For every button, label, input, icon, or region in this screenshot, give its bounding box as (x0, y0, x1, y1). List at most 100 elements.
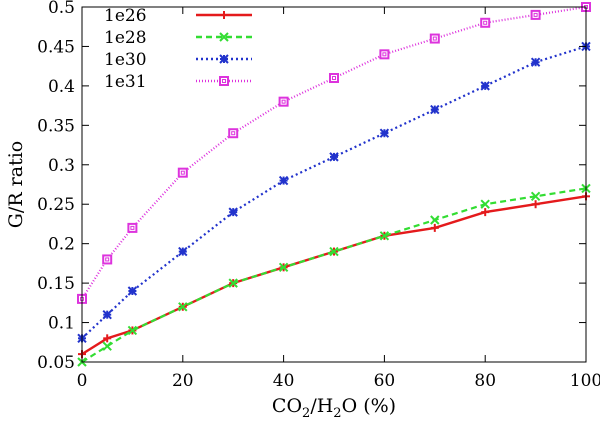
data-point (102, 254, 113, 265)
marker-stroke (178, 302, 188, 312)
data-point (379, 231, 390, 241)
marker-stroke (530, 191, 541, 202)
marker-stroke (219, 54, 229, 64)
data-point (177, 167, 188, 178)
series-line (81, 195, 587, 356)
legend-label: 1e26 (104, 6, 147, 26)
data-point (530, 191, 541, 202)
data-point (178, 302, 188, 312)
data-point (127, 286, 138, 296)
marker-stroke (278, 262, 289, 273)
data-point (102, 309, 112, 320)
marker-stroke (430, 215, 440, 225)
marker-stroke (379, 231, 390, 241)
marker-stroke (105, 257, 110, 262)
marker-stroke (180, 170, 185, 175)
x-axis-label-part: CO (272, 395, 302, 417)
marker-stroke (329, 73, 339, 83)
marker-stroke (127, 325, 138, 336)
marker-stroke (102, 254, 113, 265)
marker-stroke (379, 49, 390, 60)
marker-stroke (329, 152, 339, 162)
data-point (430, 223, 439, 232)
data-point (379, 128, 390, 138)
marker-stroke (281, 99, 286, 104)
series-group (77, 2, 591, 367)
data-point (530, 9, 541, 20)
y-tick-label: 0.35 (37, 116, 75, 136)
y-tick-label: 0.45 (37, 37, 75, 57)
legend-label: 1e28 (104, 28, 147, 48)
plot-frame (81, 6, 587, 363)
marker-stroke (379, 128, 390, 138)
y-axis-label: G/R ratio (5, 141, 27, 229)
data-point (178, 246, 188, 257)
y-tick-label: 0.5 (48, 0, 75, 18)
marker-stroke (219, 76, 229, 86)
data-point (228, 207, 238, 217)
series-1e30 (77, 41, 591, 344)
series-1e26 (78, 192, 590, 359)
marker-stroke (530, 57, 541, 67)
marker-stroke (429, 33, 440, 44)
marker-stroke (228, 128, 239, 139)
data-point (430, 104, 440, 115)
ticks: 0.05 0.1 0.15 0.2 0.25 0.3 0.35 0.4 0.45 0.5 0 20 40… (37, 0, 600, 391)
data-point (480, 81, 490, 91)
marker-stroke (219, 32, 229, 42)
marker-stroke (127, 222, 138, 233)
marker-stroke (483, 20, 488, 25)
data-point (329, 73, 339, 83)
x-tick-label: 80 (474, 371, 496, 391)
data-point (127, 325, 138, 336)
marker-stroke (228, 207, 238, 217)
series-line (81, 187, 587, 363)
data-point (219, 54, 229, 64)
marker-stroke (480, 199, 490, 209)
marker-stroke (102, 309, 112, 320)
x-tick-label: 40 (273, 371, 295, 391)
x-axis-label-sub: 2 (333, 406, 341, 421)
x-axis-label: CO2/H2O (%) (272, 395, 396, 421)
x-axis-label-part: /H (310, 395, 333, 417)
y-tick-label: 0.05 (37, 353, 75, 373)
data-point (103, 334, 112, 343)
marker-stroke (228, 278, 238, 288)
data-point (228, 278, 238, 288)
y-tick-label: 0.1 (48, 314, 75, 334)
data-point (278, 262, 289, 273)
legend-label: 1e30 (104, 50, 147, 70)
marker-stroke (178, 246, 188, 257)
data-point (102, 341, 112, 351)
data-point (429, 33, 440, 44)
marker-stroke (127, 286, 138, 296)
x-tick-label: 60 (374, 371, 396, 391)
marker-stroke (102, 341, 112, 351)
marker-stroke (231, 131, 236, 136)
data-point (480, 199, 490, 209)
marker-stroke (278, 96, 289, 107)
x-axis-label-sub: 2 (302, 406, 310, 421)
marker-stroke (430, 104, 440, 115)
data-point (430, 215, 440, 225)
marker-stroke (533, 12, 538, 17)
marker-stroke (329, 246, 339, 257)
marker-stroke (278, 175, 289, 186)
series-1e28 (77, 183, 591, 367)
y-tick-label: 0.4 (48, 77, 75, 97)
data-point (481, 208, 490, 217)
data-point (531, 200, 540, 209)
data-point (278, 175, 289, 186)
x-tick-label: 0 (77, 371, 88, 391)
series-line (81, 5, 587, 300)
marker-stroke (177, 167, 188, 178)
marker-stroke (382, 52, 387, 57)
marker-stroke (480, 81, 490, 91)
data-point (228, 128, 239, 139)
x-axis-label-part: O (%) (342, 395, 397, 417)
marker-stroke (332, 76, 336, 80)
y-tick-label: 0.15 (37, 274, 75, 294)
data-point (219, 32, 229, 42)
